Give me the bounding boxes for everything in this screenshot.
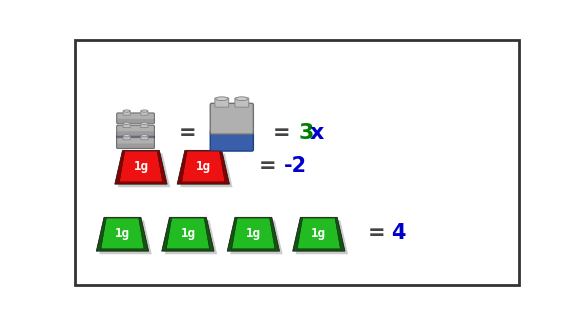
Ellipse shape — [235, 97, 248, 100]
Ellipse shape — [141, 135, 148, 137]
FancyBboxPatch shape — [141, 135, 148, 140]
Polygon shape — [166, 218, 209, 249]
Polygon shape — [96, 217, 148, 251]
Polygon shape — [101, 218, 144, 249]
Text: 4: 4 — [391, 223, 405, 243]
FancyBboxPatch shape — [117, 131, 154, 136]
FancyBboxPatch shape — [215, 98, 229, 107]
Ellipse shape — [141, 122, 148, 125]
Polygon shape — [232, 218, 275, 249]
FancyBboxPatch shape — [123, 123, 130, 128]
Text: =: = — [368, 223, 385, 243]
FancyBboxPatch shape — [117, 144, 154, 148]
Polygon shape — [118, 153, 170, 187]
Text: 1g: 1g — [133, 160, 148, 173]
Polygon shape — [293, 217, 345, 251]
Ellipse shape — [124, 135, 130, 137]
Ellipse shape — [216, 97, 228, 100]
Text: 1g: 1g — [311, 227, 327, 240]
Polygon shape — [162, 217, 214, 251]
Polygon shape — [119, 151, 162, 182]
Text: =: = — [273, 123, 291, 143]
FancyBboxPatch shape — [117, 137, 154, 148]
Text: 1g: 1g — [180, 227, 195, 240]
Polygon shape — [115, 150, 167, 184]
Text: =: = — [259, 156, 277, 176]
FancyBboxPatch shape — [75, 40, 519, 285]
FancyBboxPatch shape — [123, 111, 130, 115]
Polygon shape — [297, 218, 340, 249]
Ellipse shape — [141, 110, 148, 112]
FancyBboxPatch shape — [141, 123, 148, 128]
Text: 1g: 1g — [246, 227, 261, 240]
FancyBboxPatch shape — [117, 125, 154, 136]
Polygon shape — [182, 151, 225, 182]
FancyBboxPatch shape — [117, 132, 154, 148]
Polygon shape — [230, 220, 282, 254]
Text: 3: 3 — [299, 123, 314, 143]
Ellipse shape — [124, 122, 130, 125]
Polygon shape — [180, 153, 233, 187]
Polygon shape — [177, 150, 230, 184]
Ellipse shape — [124, 110, 130, 112]
FancyBboxPatch shape — [123, 135, 130, 140]
FancyBboxPatch shape — [235, 98, 249, 107]
Text: =: = — [179, 123, 197, 143]
FancyBboxPatch shape — [210, 103, 253, 134]
FancyBboxPatch shape — [141, 111, 148, 115]
FancyBboxPatch shape — [117, 119, 154, 123]
Polygon shape — [165, 220, 217, 254]
Polygon shape — [99, 220, 152, 254]
Text: -2: -2 — [284, 156, 307, 176]
Polygon shape — [227, 217, 280, 251]
Polygon shape — [296, 220, 348, 254]
FancyBboxPatch shape — [117, 113, 154, 124]
Text: 1g: 1g — [196, 160, 211, 173]
Text: x: x — [310, 123, 324, 143]
Text: 1g: 1g — [115, 227, 130, 240]
FancyBboxPatch shape — [210, 131, 253, 151]
